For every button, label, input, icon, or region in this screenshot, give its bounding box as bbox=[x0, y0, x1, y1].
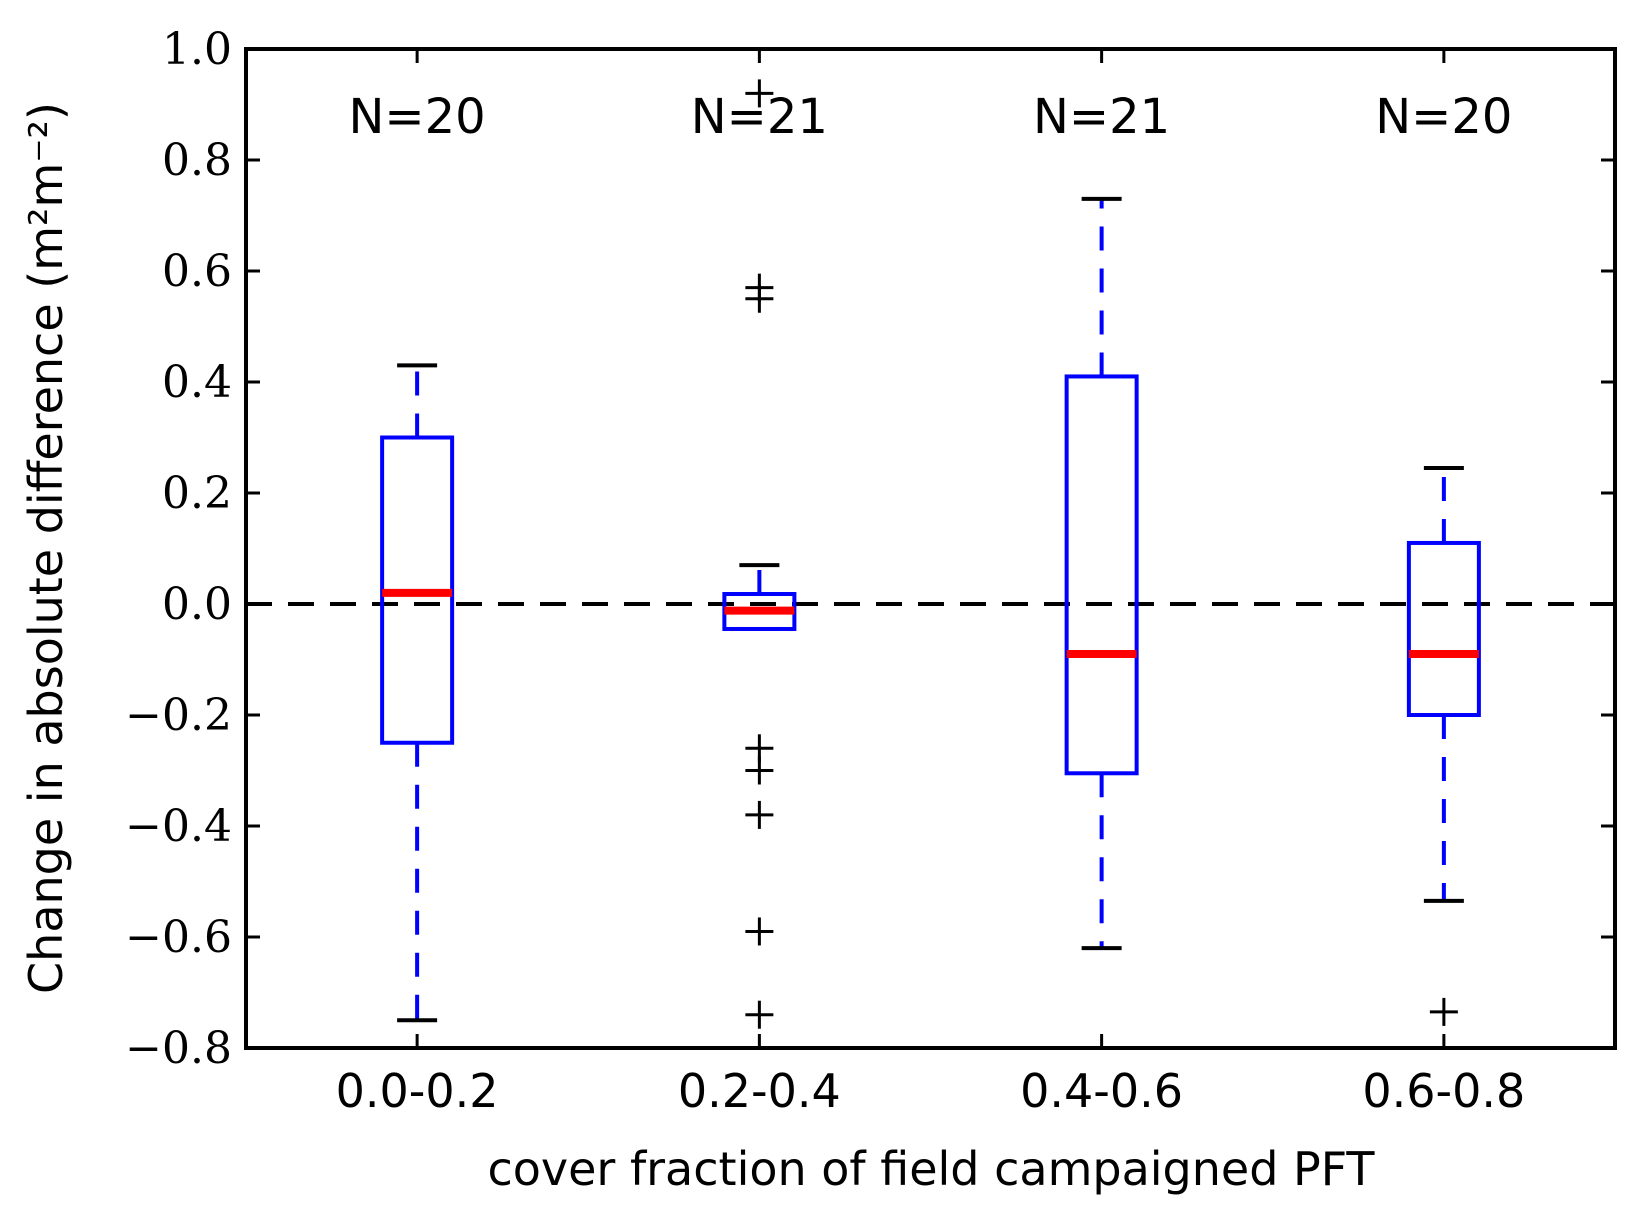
x-tick-label: 0.2-0.4 bbox=[678, 1064, 841, 1118]
y-tick-label: 0.4 bbox=[162, 357, 232, 408]
outlier-marker bbox=[745, 79, 774, 108]
y-tick-label: −0.6 bbox=[125, 912, 232, 963]
y-axis-label: Change in absolute difference (m²m⁻²) bbox=[19, 102, 73, 994]
y-axis: −0.8 −0.6 −0.4 −0.2 0.0 0.2 0.4 0.6 0.8 1.0 bbox=[125, 24, 1615, 1074]
box-0.0-0.2 bbox=[380, 363, 455, 1023]
box-0.2-0.4 bbox=[722, 79, 797, 1029]
count-label: N=21 bbox=[1033, 89, 1170, 145]
iqr-box bbox=[1064, 374, 1139, 776]
iqr-box bbox=[1406, 540, 1481, 718]
y-tick-label: 1.0 bbox=[162, 24, 232, 75]
y-tick-label: 0.6 bbox=[162, 246, 232, 297]
y-tick-label: −0.8 bbox=[125, 1023, 232, 1074]
y-tick-label: −0.2 bbox=[125, 690, 232, 741]
x-tick-label: 0.4-0.6 bbox=[1020, 1064, 1183, 1118]
count-label: N=20 bbox=[349, 89, 486, 145]
boxes-group bbox=[380, 79, 1481, 1029]
box-0.4-0.6 bbox=[1064, 196, 1139, 951]
count-label: N=20 bbox=[1375, 89, 1512, 145]
plot-frame bbox=[244, 47, 1617, 1050]
outlier-marker bbox=[1429, 997, 1458, 1026]
outlier-marker bbox=[745, 800, 774, 829]
x-tick-label: 0.0-0.2 bbox=[336, 1064, 499, 1118]
outlier-marker bbox=[745, 756, 774, 785]
y-tick-label: −0.4 bbox=[125, 801, 232, 852]
outlier-marker bbox=[745, 917, 774, 946]
x-axis-label: cover fraction of field campaigned PFT bbox=[487, 1142, 1375, 1196]
box-0.6-0.8 bbox=[1406, 466, 1481, 1026]
y-tick-label: 0.2 bbox=[162, 468, 232, 519]
outlier-marker bbox=[745, 1000, 774, 1029]
outlier-marker bbox=[745, 284, 774, 313]
x-axis: 0.0-0.2 0.2-0.4 0.4-0.6 0.6-0.8 bbox=[336, 49, 1525, 1118]
y-tick-label: 0.0 bbox=[162, 579, 232, 630]
x-tick-label: 0.6-0.8 bbox=[1362, 1064, 1525, 1118]
count-labels: N=20 N=21 N=21 N=20 bbox=[349, 89, 1513, 145]
y-tick-label: 0.8 bbox=[162, 135, 232, 186]
count-label: N=21 bbox=[691, 89, 828, 145]
